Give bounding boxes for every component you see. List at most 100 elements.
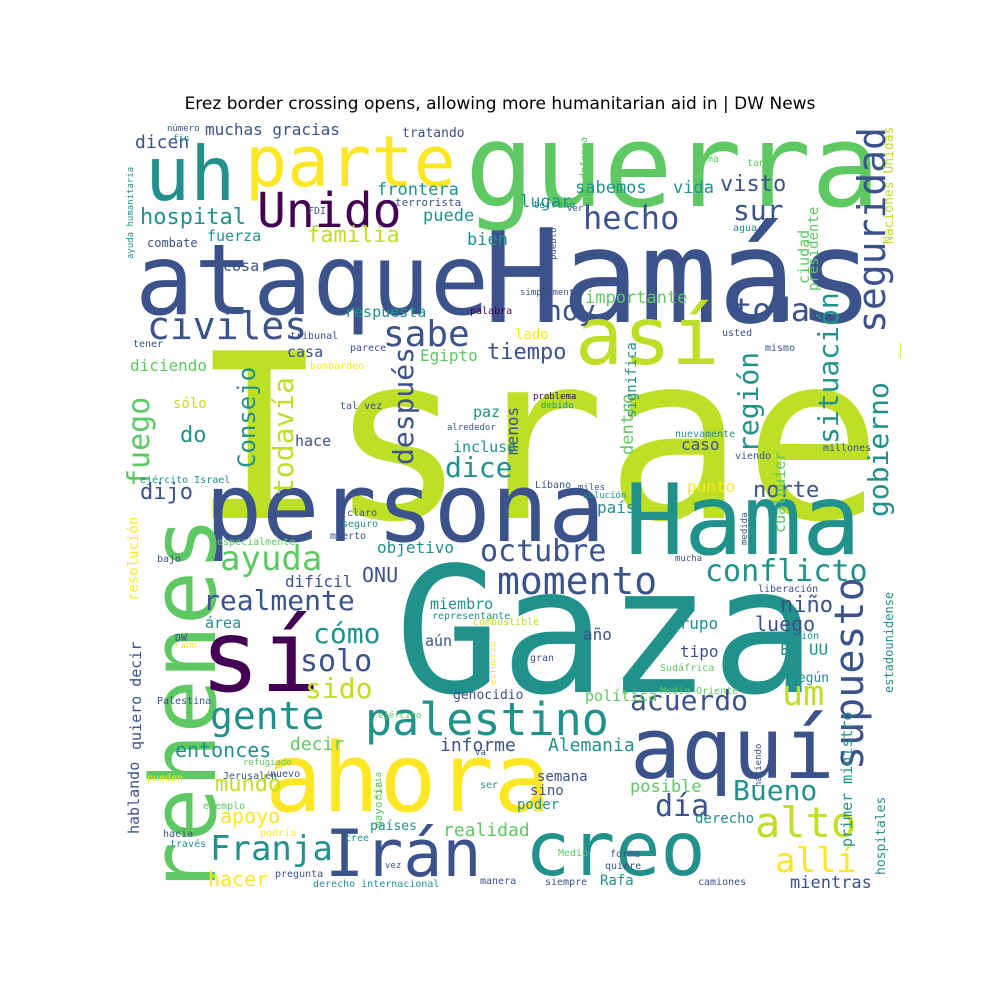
word-nino: niño: [780, 593, 833, 618]
word-sur: sur: [733, 194, 784, 227]
word-jerusalen: Jerusalén: [223, 771, 278, 782]
word-consejo: Consejo: [233, 366, 261, 468]
word-cosa: cosa: [223, 257, 260, 275]
word-debido: debido: [541, 401, 574, 411]
word-todavia: todavía: [267, 376, 300, 495]
word-informe: informe: [440, 735, 516, 756]
word-respuesta: respuesta: [345, 303, 427, 321]
word-fuego: fuego: [125, 396, 157, 487]
word-despues: después: [387, 346, 420, 465]
word-sabemos: sabemos: [575, 178, 647, 198]
word-presidente: presidente: [806, 206, 822, 291]
word-terreno: terreno: [533, 200, 576, 211]
word-sabe: sabe: [383, 314, 470, 355]
word-derecho-internacional: derecho internacional: [313, 879, 440, 890]
word-franja: Franja: [210, 829, 333, 869]
word-dificil: difícil: [285, 572, 353, 591]
word-luego: luego: [755, 612, 816, 636]
word-hablando: hablando: [125, 761, 143, 834]
word-alli: allí: [775, 841, 857, 881]
word-area: área: [205, 614, 242, 632]
word-medio-oriente: Medio Oriente: [660, 686, 739, 697]
word-miembro: miembro: [430, 595, 494, 613]
word-tiempo: tiempo: [487, 340, 567, 365]
word-viendo: viendo: [735, 451, 772, 462]
word-realidad: realidad: [443, 820, 530, 841]
word-apoyo: apoyo: [220, 804, 281, 828]
word-decir: decir: [290, 734, 345, 755]
word-guerra: guerra: [465, 122, 881, 234]
word-arma: arma: [695, 154, 720, 165]
word-cloud: IsraelGazaHamásguerrapersonaHamaataquere…: [125, 122, 901, 892]
word-puede: puede: [423, 206, 475, 226]
word-pais: país: [597, 498, 636, 517]
word-terrorista: terrorista: [395, 196, 462, 209]
word-genocidio: genocidio: [453, 688, 524, 703]
word-vida: vida: [673, 178, 714, 198]
word-pueden: pueden: [147, 773, 184, 784]
word-fin: fin: [173, 134, 190, 144]
word-palestino: palestino: [365, 693, 609, 746]
word-toda: toda: [733, 291, 811, 329]
word-va: va: [475, 748, 486, 758]
word-haciendo: haciendo: [754, 743, 764, 787]
word-aqui: aquí: [630, 700, 835, 799]
word-tan: tan: [747, 158, 766, 169]
word-pregunta: pregunta: [275, 869, 324, 880]
word-estadounidense: estadounidense: [882, 591, 896, 693]
word-solo: sólo: [173, 396, 207, 412]
word-israel: Israel: [190, 306, 901, 573]
word-hoy: hoy: [545, 294, 596, 327]
word-sino: sino: [530, 783, 564, 799]
word-situacion: situación: [812, 292, 845, 444]
word-defensa: defensa: [579, 136, 590, 179]
word-tratando: tratando: [402, 126, 465, 141]
word-uh: uh: [145, 130, 236, 218]
word-lugar: lugar: [520, 192, 572, 212]
word-refugiado: refugiado: [243, 758, 292, 768]
word-punto: punto: [687, 477, 736, 496]
word-claro: claro: [347, 508, 378, 519]
word-usted: usted: [722, 328, 753, 339]
word-bajo: bajo: [157, 554, 182, 565]
word-hacer: hacer: [208, 867, 269, 891]
word-fuerza: fuerza: [207, 227, 262, 245]
word-miles: miles: [578, 483, 606, 493]
word-hamas: Hamás: [483, 201, 875, 353]
word-liberacion: liberación: [758, 584, 819, 595]
word-incluso: incluso: [453, 438, 517, 456]
word-segun: según: [790, 671, 830, 686]
word-seguro: seguro: [342, 519, 379, 530]
word-muerto: muerto: [330, 531, 367, 542]
word-sudafrica: Sudáfrica: [660, 663, 715, 674]
word-visto: visto: [720, 172, 787, 197]
word-ver: ver: [567, 204, 584, 214]
word-dw: DW: [175, 633, 188, 644]
word-sido: sido: [305, 672, 373, 705]
word-hospitales: hospitales: [874, 796, 889, 875]
word-solo: solo: [300, 644, 373, 679]
word-si: sí: [200, 598, 321, 715]
word-problema: problema: [533, 392, 577, 402]
word-realmente: realmente: [203, 584, 355, 617]
word-posible: posible: [630, 777, 702, 797]
word-alemania: Alemania: [548, 735, 635, 756]
word-resolucion: resolución: [126, 516, 142, 601]
word-poder: poder: [517, 797, 560, 813]
word-ayuda: ayuda: [220, 539, 323, 579]
word-combustible: combustible: [473, 617, 540, 628]
word-mundo: mundo: [215, 772, 282, 797]
word-region: región: [732, 351, 765, 453]
word-conflicto: conflicto: [705, 554, 868, 589]
word-especialmente: especialmente: [217, 537, 296, 548]
word-importante: importante: [585, 288, 688, 308]
word-objetivo: objetivo: [377, 538, 455, 557]
word-hama: Hama: [625, 464, 862, 578]
word-acuerdo: acuerdo: [630, 684, 749, 717]
word-ee-uu: EE UU: [780, 640, 829, 659]
word-parece: parece: [350, 343, 387, 354]
word-ejercito: ejército: [378, 711, 422, 721]
word-lado: lado: [515, 327, 549, 343]
word-cree: cree: [345, 833, 370, 844]
word-ejercito-israel: ejército Israel: [140, 475, 231, 486]
